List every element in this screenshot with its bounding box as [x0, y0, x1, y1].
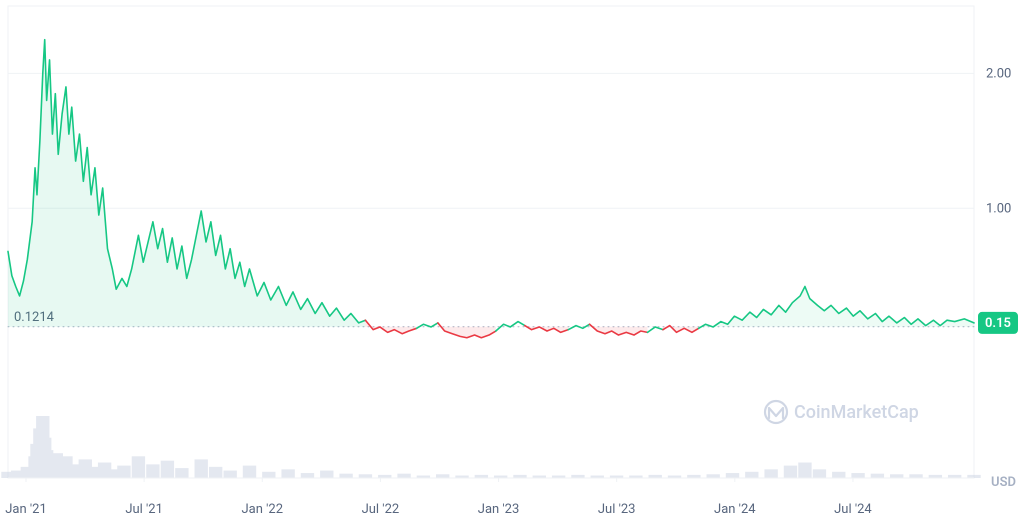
x-tick-label: Jul '24 [834, 502, 872, 517]
x-tick-label: Jul '22 [362, 502, 400, 517]
unit-label: USD [991, 475, 1016, 490]
x-tick-label: Jan '22 [241, 502, 283, 517]
x-tick-label: Jul '21 [125, 502, 163, 517]
y-tick-label: 1.00 [986, 201, 1011, 216]
x-tick-label: Jan '21 [5, 502, 47, 517]
watermark-text: CoinMarketCap [794, 402, 919, 423]
x-tick-label: Jan '24 [714, 502, 756, 517]
x-tick-label: Jan '23 [478, 502, 520, 517]
price-chart: 1.002.000.12140.15Jan '21Jul '21Jan '22J… [0, 0, 1024, 523]
x-tick-label: Jul '23 [598, 502, 636, 517]
current-price-value: 0.15 [985, 316, 1011, 331]
y-tick-label: 2.00 [986, 66, 1011, 81]
